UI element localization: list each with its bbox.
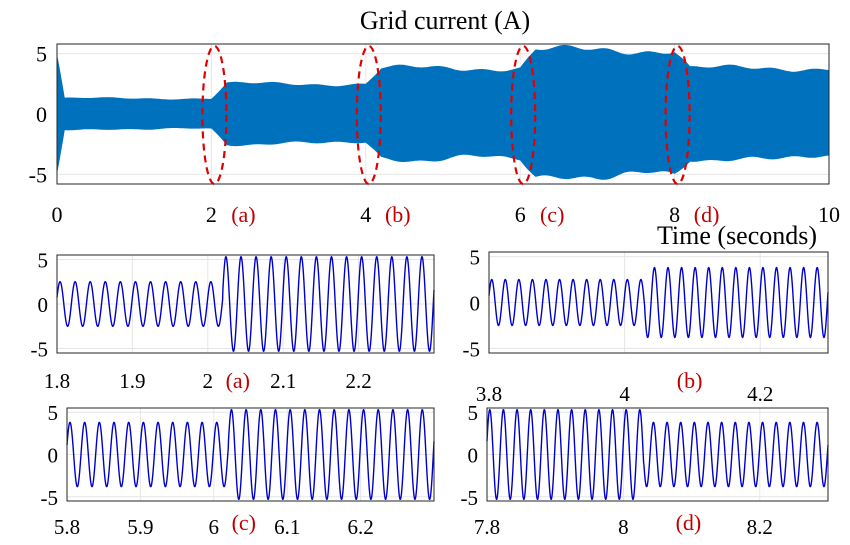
zoom-panel-b: 5 0 -5 3.8 4 4.2 (b) (463, 246, 829, 406)
zoom-y-tick-label: -5 (41, 486, 59, 510)
zoom-y-tick-label: 0 (48, 444, 59, 468)
zoom-axes-box (486, 407, 829, 502)
main-axes-box (56, 43, 830, 185)
zoom-panel-label: (d) (676, 510, 702, 535)
main-annotation-label: (c) (540, 202, 564, 227)
main-y-tick-label: 0 (36, 102, 47, 127)
zoom-waveform (56, 255, 435, 353)
zoom-panel-label: (c) (232, 510, 256, 535)
zoom-x-tick-label: 7.8 (474, 515, 500, 539)
zoom-y-tick-label: 5 (468, 401, 479, 425)
main-y-tick-labels: 5 0 -5 (29, 42, 47, 188)
zoom-axes-box (56, 254, 435, 354)
highlight-ellipse (664, 44, 691, 186)
zoom-y-tick-label: 5 (48, 401, 59, 425)
zoom-x-tick-label: 6.2 (347, 515, 373, 539)
zoom-y-tick-label: 0 (470, 292, 481, 316)
zoom-panel-label: (b) (677, 368, 703, 393)
main-y-tick-label: 5 (36, 42, 47, 67)
zoom-waveform (486, 408, 829, 501)
zoom-y-tick-label: 5 (38, 248, 49, 272)
zoom-x-tick-label: 8.2 (747, 515, 773, 539)
zoom-x-tick-label: 6 (209, 515, 220, 539)
zoom-y-tick-label: -5 (461, 486, 479, 510)
main-annotation-label: (b) (385, 202, 411, 227)
zoom-y-tick-label: -5 (463, 337, 481, 361)
zoom-panel-a: 5 0 -5 1.8 1.9 2 2.1 2.2 (a) (31, 248, 435, 393)
main-x-tick-label: 0 (52, 202, 63, 227)
main-annotations: (a) (b) (c) (d) (231, 202, 719, 227)
zoom-panel-c: 5 0 -5 5.8 5.9 6 6.1 6.2 (c) (41, 401, 435, 539)
zoom-x-tick-label: 4 (619, 382, 630, 406)
main-x-tick-label: 2 (206, 202, 217, 227)
highlight-ellipse (201, 44, 228, 186)
zoom-waveform (66, 408, 435, 501)
highlight-ellipse (355, 44, 382, 186)
main-waveform (57, 44, 829, 180)
zoom-y-tick-label: 0 (38, 293, 49, 317)
zoom-panel-d: 5 0 -5 7.8 8 8.2 (d) (461, 401, 829, 539)
zoom-y-tick-label: 5 (470, 246, 481, 270)
zoom-x-tick-label: 1.8 (44, 369, 70, 393)
zoom-x-tick-label: 5.8 (54, 515, 80, 539)
highlight-ellipse (510, 44, 537, 186)
zoom-x-tick-label: 4.2 (747, 382, 773, 406)
main-x-tick-label: 8 (669, 202, 680, 227)
zoom-x-tick-label: 8 (618, 515, 629, 539)
zoom-x-tick-label: 6.1 (274, 515, 300, 539)
zoom-y-tick-label: -5 (31, 338, 49, 362)
zoom-x-tick-label: 2 (203, 369, 214, 393)
zoom-x-tick-label: 2.1 (270, 369, 296, 393)
main-annotation-label: (d) (694, 202, 720, 227)
zoom-y-tick-label: 0 (468, 444, 479, 468)
main-x-tick-labels: 0 2 4 6 8 10 (52, 202, 841, 227)
main-highlights (201, 44, 691, 186)
zoom-x-tick-label: 2.2 (345, 369, 371, 393)
zoom-axes-box (488, 251, 829, 354)
main-title: Grid current (A) (360, 6, 530, 35)
main-x-axis-label: Time (seconds) (657, 221, 817, 250)
main-y-tick-label: -5 (29, 162, 47, 187)
zoom-x-tick-label: 1.9 (119, 369, 145, 393)
main-x-tick-label: 6 (515, 202, 526, 227)
zoom-x-tick-label: 3.8 (476, 382, 502, 406)
zoom-x-tick-label: 5.9 (127, 515, 153, 539)
zoom-panel-label: (a) (226, 368, 250, 393)
main-plot: Grid current (A) 50-5 0 2 4 6 8 10 (a) (b) (c)(… (29, 6, 840, 250)
main-x-tick-label: 10 (818, 202, 840, 227)
main-x-tick-label: 4 (360, 202, 371, 227)
main-annotation-label: (a) (231, 202, 255, 227)
zoom-axes-box (66, 407, 435, 502)
zoom-waveform (488, 266, 829, 339)
